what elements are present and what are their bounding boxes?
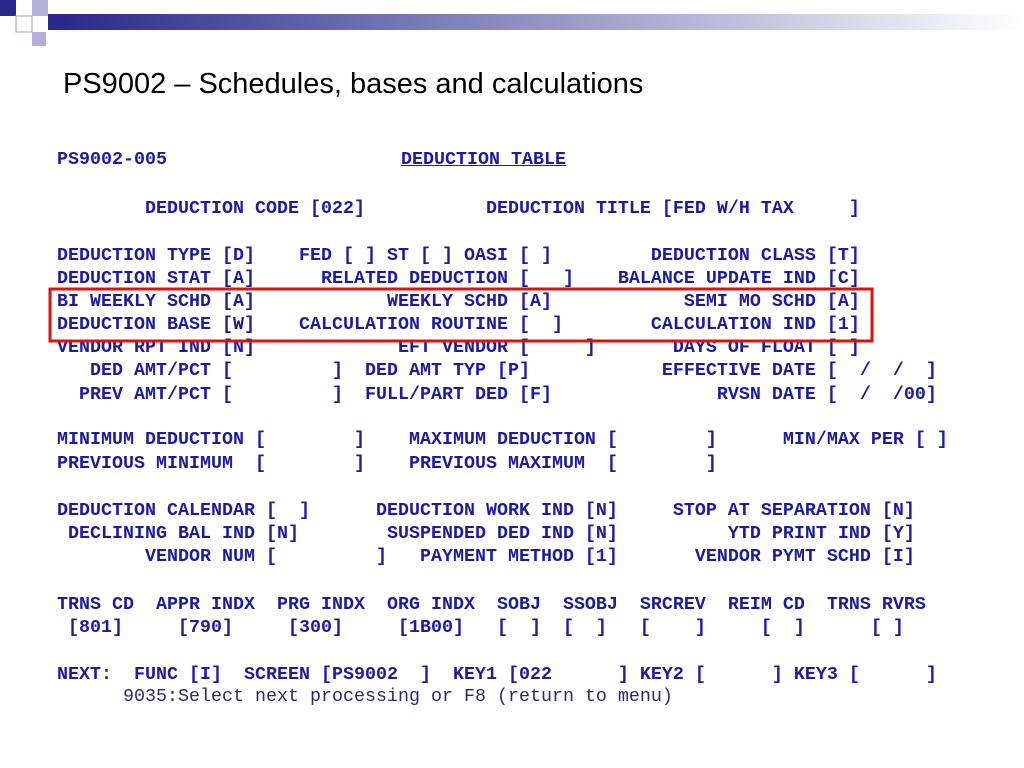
screen-line: NEXT: FUNC [I] SCREEN [PS9002 ] KEY1 [02… bbox=[57, 664, 937, 685]
screen-line: BI WEEKLY SCHD [A] WEEKLY SCHD [A] SEMI … bbox=[57, 291, 860, 312]
screen-line: PREV AMT/PCT [ ] FULL/PART DED [F] RVSN … bbox=[57, 384, 937, 405]
screen-line: DEDUCTION BASE [W] CALCULATION ROUTINE [… bbox=[57, 314, 860, 335]
screen-id: PS9002-005 bbox=[57, 149, 167, 170]
screen-line: DEDUCTION TYPE [D] FED [ ] ST [ ] OASI [… bbox=[57, 245, 860, 266]
deco-square bbox=[32, 32, 46, 46]
screen-line: DED AMT/PCT [ ] DED AMT TYP [P] EFFECTIV… bbox=[57, 360, 937, 381]
deco-square bbox=[32, 0, 48, 16]
screen-line: DEDUCTION CALENDAR [ ] DEDUCTION WORK IN… bbox=[57, 500, 915, 521]
screen-line: [801] [790] [300] [1B00] [ ] [ ] [ ] [ ]… bbox=[57, 617, 904, 638]
screen-line: VENDOR NUM [ ] PAYMENT METHOD [1] VENDOR… bbox=[57, 546, 915, 567]
header-bar bbox=[62, 14, 1024, 30]
slide-title: PS9002 – Schedules, bases and calculatio… bbox=[63, 68, 644, 100]
screen-line: VENDOR RPT IND [N] EFT VENDOR [ ] DAYS O… bbox=[57, 337, 860, 358]
screen-name: DEDUCTION TABLE bbox=[401, 149, 566, 170]
screen-line: PREVIOUS MINIMUM [ ] PREVIOUS MAXIMUM [ … bbox=[57, 453, 717, 474]
slide-decoration bbox=[0, 0, 1024, 46]
screen-line: DECLINING BAL IND [N] SUSPENDED DED IND … bbox=[57, 523, 915, 544]
screen-line: MINIMUM DEDUCTION [ ] MAXIMUM DEDUCTION … bbox=[57, 429, 948, 450]
screen-line: 9035:Select next processing or F8 (retur… bbox=[57, 686, 673, 707]
screen-line: DEDUCTION STAT [A] RELATED DEDUCTION [ ]… bbox=[57, 268, 860, 289]
screen-line: TRNS CD APPR INDX PRG INDX ORG INDX SOBJ… bbox=[57, 594, 926, 615]
screen-line: DEDUCTION CODE [022] DEDUCTION TITLE [FE… bbox=[57, 198, 860, 219]
deco-square bbox=[48, 14, 62, 30]
deco-square bbox=[0, 0, 16, 16]
deco-square bbox=[15, 15, 33, 33]
